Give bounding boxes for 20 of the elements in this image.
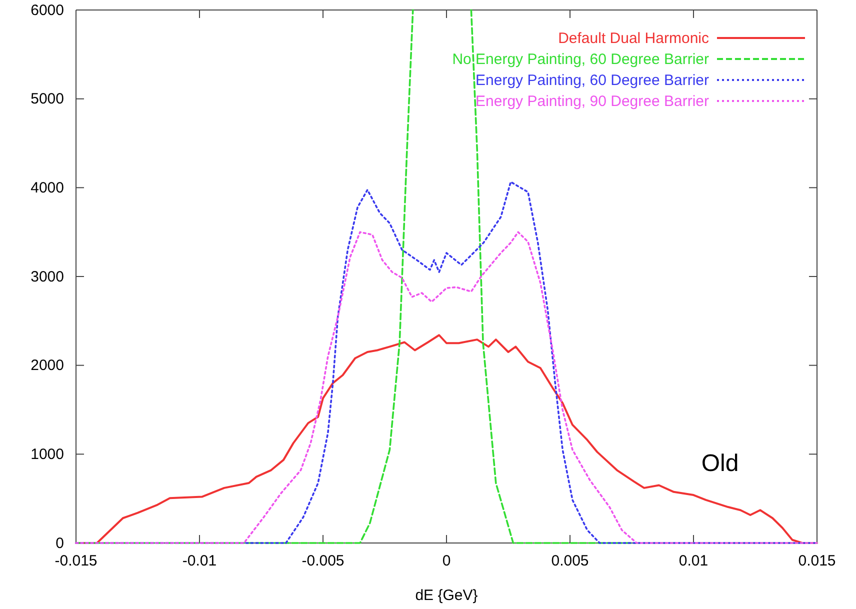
y-tick-label: 0 bbox=[56, 534, 64, 552]
y-tick-label: 5000 bbox=[30, 90, 64, 108]
y-tick-label: 6000 bbox=[30, 2, 64, 19]
x-tick-label: -0.01 bbox=[182, 552, 217, 570]
x-tick-label: 0.005 bbox=[551, 552, 589, 570]
x-tick-label: -0.015 bbox=[54, 552, 98, 570]
text: Energy Painting, 60 Degree Barrier bbox=[476, 72, 709, 89]
y-tick-label: 4000 bbox=[30, 179, 64, 196]
x-axis-title: dE {GeV} bbox=[415, 587, 478, 604]
text: Energy Painting, 90 Degree Barrier bbox=[476, 93, 709, 110]
x-tick-label: 0.015 bbox=[798, 552, 836, 570]
annotation: Old bbox=[701, 450, 739, 477]
text: Default Dual Harmonic bbox=[558, 30, 710, 47]
y-tick-label: 3000 bbox=[30, 268, 64, 286]
y-tick-label: 1000 bbox=[30, 446, 64, 463]
x-tick-label: 0 bbox=[442, 552, 451, 570]
x-tick-label: 0.01 bbox=[678, 552, 708, 570]
y-tick-label: 2000 bbox=[30, 357, 64, 374]
x-tick-label: -0.005 bbox=[302, 552, 344, 570]
series-label: No Energy Painting, 60 Degree Barrier bbox=[452, 51, 709, 68]
